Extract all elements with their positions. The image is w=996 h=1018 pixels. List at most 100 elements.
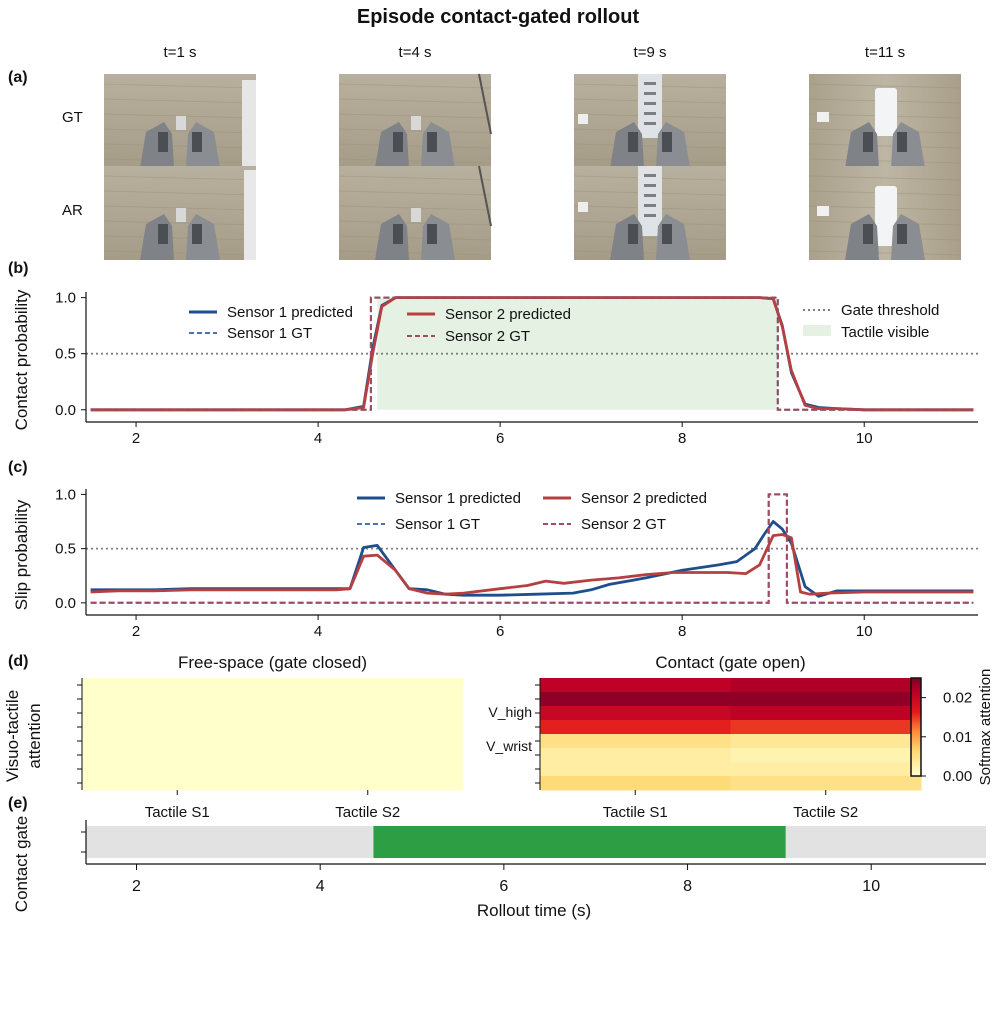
legend-label: Sensor 2 GT [581,516,666,533]
legend-entry: Sensor 1 GT [357,516,480,533]
panel-label-c: (c) [8,459,28,476]
heatmap-cell [272,776,464,791]
wood-grain [338,190,492,196]
gate-segment-closed [785,826,986,858]
gripper-pad [628,224,638,244]
remote-buttons [644,82,656,85]
y-tick-label: 0.5 [55,541,76,558]
frame-time-4: t=11 s [865,44,905,61]
series-sensor-2-predicted [90,533,974,596]
camera-frame [808,74,962,168]
legend-entry: Sensor 1 predicted [189,304,353,321]
wood-grain [338,250,492,256]
heatmap-contact: Contact (gate open) Tactile S1 Tactile S2 V… [486,653,922,821]
y-axis-label: Slip probability [12,499,31,610]
frame-time-2: t=4 s [399,44,432,61]
legend-entry: Sensor 2 GT [543,516,666,533]
wood-grain [808,175,962,181]
y-tick-label: 0.5 [55,346,76,363]
heatmap-cell [272,734,464,749]
heatmap-title: Contact (gate open) [655,653,805,672]
x-tick-label: 4 [314,430,322,447]
y-tick-label: 0.0 [55,595,76,612]
attention-heatmaps: Free-space (gate closed) Tactile S1 Tactil… [3,653,994,821]
panel-label-d: (d) [8,653,28,670]
row-label-ar: AR [62,202,83,219]
gripper-pad [897,132,907,152]
heatmap-free-space: Free-space (gate closed) Tactile S1 Tactil… [77,653,464,821]
wood-grain [103,175,257,181]
target-object [176,116,186,130]
power-strip [242,80,256,168]
table-edge [478,73,492,135]
x-tick-label: 6 [496,430,504,447]
legend-entry: Tactile visible [803,324,929,341]
y-axis-label: Contact probability [12,289,31,430]
heatmap-y-label-group: Visuo-tactile attention [3,690,44,782]
y-tick-label: 1.0 [55,486,76,503]
gripper-pad [393,132,403,152]
heatmap-cell [82,734,273,749]
heatmap-cell [730,762,922,777]
power-strip [244,170,256,260]
wood-grain [573,250,727,256]
heatmap-cell [272,748,464,763]
x-tick-label: Tactile S1 [603,804,668,821]
camera-frame [573,166,727,260]
heatmap-cell [730,678,922,693]
heatmap-title: Free-space (gate closed) [178,653,367,672]
x-tick-label: 4 [314,623,322,640]
camera-frame [338,165,492,260]
target-object [176,208,186,222]
x-tick-label: 8 [683,878,692,895]
heatmap-cell [730,734,922,749]
gripper-pad [662,132,672,152]
camera-frames [103,73,962,260]
row-label: V_high [488,704,532,720]
colorbar: 0.00 0.01 0.02 Softmax attention [910,669,994,785]
x-axis-label: Rollout time (s) [477,901,591,920]
heatmap-cell [730,748,922,763]
remote-buttons [644,194,656,197]
heatmap-cell [540,706,731,721]
gripper-pad [863,224,873,244]
heatmap-cell [272,720,464,735]
wood-grain [338,175,492,181]
heatmap-cell [540,734,731,749]
gripper-pad [427,224,437,244]
gripper-pad [192,224,202,244]
wood-grain [103,250,257,256]
legend-label: Sensor 1 predicted [395,490,521,507]
y-axis-label: attention [25,703,44,768]
wood-grain [573,235,727,241]
wood-grain [103,220,257,226]
heatmap-cell [82,748,273,763]
legend-label: Sensor 2 predicted [445,306,571,323]
legend-entry: Sensor 1 predicted [357,490,521,507]
wood-grain [808,250,962,256]
wood-grain [338,143,492,149]
heatmap-cell [82,706,273,721]
remote-object [875,186,897,246]
target-object [411,208,421,222]
wood-grain [103,143,257,149]
heatmap-cell [82,678,273,693]
legend-entry: Gate threshold [803,302,939,319]
heatmap-cell [82,720,273,735]
contact-probability-chart: 2 4 6 8 10 0.0 0.5 1.0 Contact probability Sensor… [12,289,978,447]
camera-frame [103,74,257,168]
wood-grain [103,235,257,241]
small-object [578,114,588,124]
y-tick-label: 1.0 [55,290,76,307]
slip-probability-chart: 2 4 6 8 10 0.0 0.5 1.0 Slip probability Sensor 1 … [12,486,978,640]
wood-grain [338,98,492,104]
wood-grain [808,158,962,164]
wood-grain [338,158,492,164]
heatmap-cell [730,776,922,791]
x-tick-label: Tactile S2 [793,804,858,821]
panel-label-e: (e) [8,795,28,812]
x-tick-label: 8 [678,623,686,640]
gripper-pad [158,132,168,152]
